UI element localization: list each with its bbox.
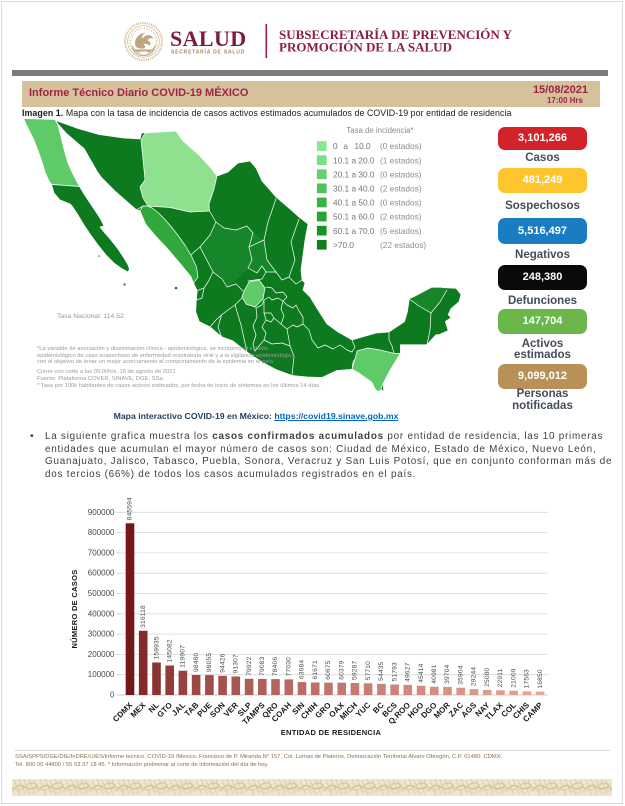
- svg-text:79922: 79922: [246, 656, 253, 675]
- svg-text:51793: 51793: [391, 662, 398, 681]
- svg-text:PROMOCIÓN DE LA SALUD: PROMOCIÓN DE LA SALUD: [279, 40, 452, 55]
- svg-text:20.1 a 30.0: 20.1 a 30.0: [333, 169, 375, 179]
- svg-text:316118: 316118: [140, 605, 147, 628]
- svg-text:59287: 59287: [352, 661, 359, 680]
- svg-text:MEX: MEX: [129, 700, 148, 719]
- svg-text:700000: 700000: [88, 548, 115, 557]
- svg-text:63684: 63684: [299, 660, 306, 679]
- svg-text:145082: 145082: [166, 639, 173, 662]
- svg-text:29244: 29244: [471, 667, 478, 686]
- svg-text:300000: 300000: [88, 630, 115, 639]
- svg-text:600000: 600000: [88, 569, 115, 578]
- svg-text:ENTIDAD DE RESIDENCIA: ENTIDAD DE RESIDENCIA: [281, 728, 382, 737]
- svg-text:(2 estados): (2 estados): [380, 212, 422, 222]
- svg-text:98480: 98480: [193, 653, 200, 672]
- svg-text:39704: 39704: [444, 664, 451, 683]
- svg-text:30.1 a 40.0: 30.1 a 40.0: [333, 184, 375, 194]
- svg-text:159935: 159935: [153, 636, 160, 659]
- svg-text:0 a 10.0: 0 a 10.0: [333, 141, 371, 151]
- svg-text:79083: 79083: [259, 656, 266, 675]
- svg-text:78406: 78406: [272, 657, 279, 676]
- svg-text:(22 estados): (22 estados): [380, 240, 426, 250]
- svg-text:60379: 60379: [338, 660, 345, 679]
- svg-text:49627: 49627: [405, 662, 412, 681]
- svg-text:91307: 91307: [233, 654, 240, 673]
- svg-text:25080: 25080: [484, 667, 491, 686]
- svg-text:35904: 35904: [458, 665, 465, 684]
- svg-text:(5 estados): (5 estados): [380, 226, 422, 236]
- svg-text:Tasa de incidencia*: Tasa de incidencia*: [346, 126, 413, 135]
- svg-text:(0 estados): (0 estados): [380, 198, 422, 208]
- svg-text:SALUD: SALUD: [170, 26, 247, 51]
- svg-text:(1 estados): (1 estados): [380, 155, 422, 165]
- svg-text:845594: 845594: [127, 497, 134, 520]
- svg-text:54435: 54435: [378, 661, 385, 680]
- svg-text:60675: 60675: [325, 660, 332, 679]
- svg-text:17563: 17563: [524, 669, 531, 688]
- svg-text:119907: 119907: [180, 645, 187, 668]
- svg-text:100000: 100000: [88, 670, 115, 679]
- svg-text:800000: 800000: [88, 528, 115, 537]
- svg-text:10.1 a 20.0: 10.1 a 20.0: [333, 155, 375, 165]
- svg-text:40.1 a 50.0: 40.1 a 50.0: [333, 198, 375, 208]
- svg-text:(0 estados): (0 estados): [380, 169, 422, 179]
- svg-text:NÚMERO DE CASOS: NÚMERO DE CASOS: [70, 569, 79, 648]
- svg-text:200000: 200000: [88, 650, 115, 659]
- svg-text:0: 0: [110, 691, 115, 700]
- svg-text:61671: 61671: [312, 660, 319, 679]
- svg-text:45414: 45414: [418, 663, 425, 682]
- svg-text:57710: 57710: [365, 661, 372, 680]
- svg-text:98055: 98055: [206, 653, 213, 672]
- svg-text:500000: 500000: [88, 589, 115, 598]
- svg-text:900000: 900000: [88, 508, 115, 517]
- svg-text:SUBSECRETARÍA DE PREVENCIÓN Y: SUBSECRETARÍA DE PREVENCIÓN Y: [279, 27, 513, 42]
- svg-text:16850: 16850: [537, 669, 544, 688]
- svg-text:>70.0: >70.0: [333, 240, 354, 250]
- svg-text:22911: 22911: [497, 668, 504, 687]
- svg-text:SECRETARÍA DE SALUD: SECRETARÍA DE SALUD: [171, 48, 245, 56]
- svg-text:21009: 21009: [510, 668, 517, 687]
- svg-text:(0 estados): (0 estados): [380, 141, 422, 151]
- svg-text:50.1 a 60.0: 50.1 a 60.0: [333, 212, 375, 222]
- svg-text:94426: 94426: [219, 653, 226, 672]
- svg-text:400000: 400000: [88, 609, 115, 618]
- svg-text:40981: 40981: [431, 664, 438, 683]
- svg-text:(2 estados): (2 estados): [380, 184, 422, 194]
- svg-text:77030: 77030: [286, 657, 293, 676]
- svg-text:60.1 a 70.0: 60.1 a 70.0: [333, 226, 375, 236]
- svg-text:YUC: YUC: [354, 700, 373, 719]
